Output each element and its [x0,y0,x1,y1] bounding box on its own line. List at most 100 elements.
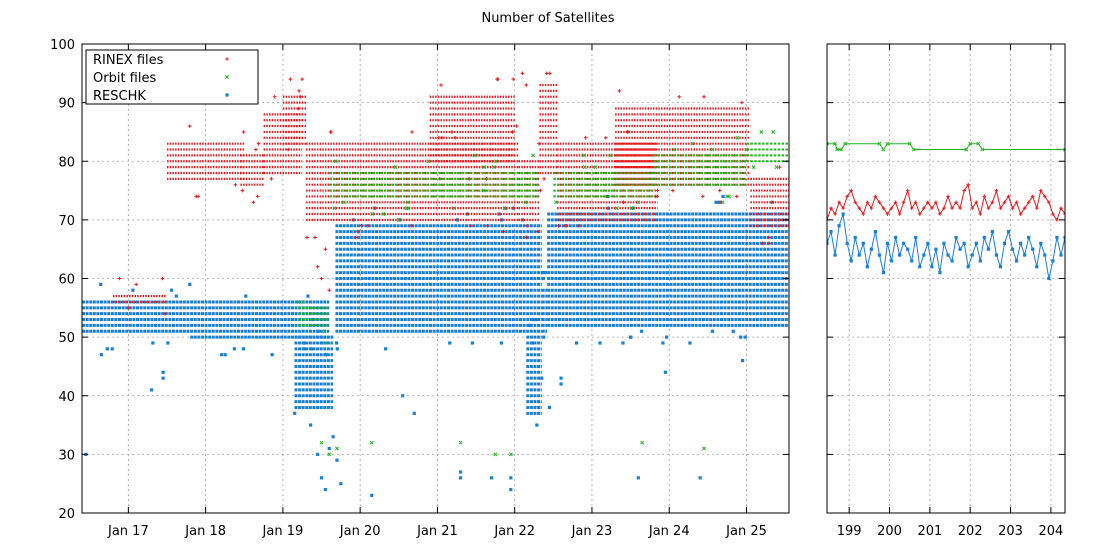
rinex-point [251,200,256,205]
rinex-point [1063,212,1065,216]
rinex-point [897,212,902,216]
rinex-point [439,83,443,87]
reschk-point [412,411,416,415]
reschk-point [998,265,1003,269]
reschk-point [845,241,849,245]
orbit-point [481,165,486,170]
reschk-point [105,347,109,351]
rinex-point [1018,212,1023,216]
rinex-point [359,223,364,228]
reschk-point [1031,247,1035,251]
orbit-point [593,165,598,170]
reschk-point [663,370,667,374]
reschk-point [926,241,930,245]
rinex-point [1059,206,1063,210]
y-tick-label: 60 [58,273,75,288]
y-tick-label: 70 [58,214,75,229]
reschk-point [664,335,669,339]
rinex-point [869,206,874,210]
reschk-point [966,265,970,269]
reschk-point [885,241,890,245]
orbit-point [322,329,327,334]
orbit-point [877,141,882,146]
y-tick-label: 100 [50,38,75,53]
rinex-point [833,212,837,216]
reschk-point [688,341,692,345]
reschk-point [857,253,861,257]
rinex-point [300,77,304,81]
rinex-point [841,206,845,210]
reschk-point [1014,259,1019,263]
legend-marker-orbit [225,75,229,79]
rinex-point [1039,188,1043,193]
reschk-line-series [827,212,1065,281]
rinex-point [548,71,552,76]
reschk-point [311,317,315,322]
rinex-point [354,235,358,240]
reschk-point [1063,235,1065,240]
rinex-point [254,147,258,152]
rinex-point [544,71,549,76]
reschk-band-series [82,194,789,427]
reschk-point [982,235,986,240]
rinex-point [313,235,317,240]
rinex-point [958,206,962,210]
rinex-point [946,194,950,199]
reschk-point [970,253,974,257]
orbit-point [335,446,339,451]
reschk-point [1055,235,1059,240]
rinex-point [1022,206,1027,210]
reschk-point [161,370,165,374]
rinex-point [1006,194,1011,199]
reschk-point [459,476,463,480]
reschk-point [534,317,538,322]
rinex-point [829,206,833,210]
reschk-point [902,241,906,245]
orbit-point [976,141,981,146]
rinex-point [495,77,499,81]
rinex-point [617,89,622,93]
reschk-point [174,294,178,298]
x-tick-label: Jan 19 [262,524,304,539]
rinex-point [241,130,246,134]
rinex-point [240,188,245,193]
rinex-point [950,206,954,210]
orbit-point [508,452,513,457]
orbit-point [523,200,528,205]
reschk-point [532,317,536,322]
rinex-point [1010,206,1015,210]
reschk-point [629,335,633,339]
rinex-point [702,94,706,99]
reschk-point [934,247,938,251]
reschk-point [881,271,886,275]
reschk-point [714,200,718,204]
rinex-point [926,200,930,205]
rinex-point [881,206,886,210]
rinex-point [520,71,525,76]
y-tick-label: 80 [58,155,75,170]
rinex-point [901,200,906,205]
rinex-point [315,264,320,269]
rinex-point [356,229,360,234]
legend: RINEX files Orbit files RESCHK [85,49,259,105]
legend-marker-reschk [225,93,229,97]
reschk-point [335,458,339,462]
rinex-point [117,276,122,281]
rinex-point [962,188,966,193]
reschk-point [169,288,174,292]
rinex-point [126,306,131,310]
orbit-point [296,299,301,304]
reschk-point [384,347,388,351]
reschk-point [339,482,343,486]
reschk-point [331,435,335,439]
reschk-point [99,353,103,357]
x-tick-label: Jan 18 [184,524,226,539]
y-tick-label: 30 [58,448,75,463]
rinex-point [655,188,660,193]
orbit-outliers [319,188,706,457]
rinex-point [917,212,922,216]
reschk-point [535,423,539,427]
reschk-point [316,452,320,456]
reschk-point [910,259,914,263]
reschk-point [1019,241,1023,245]
